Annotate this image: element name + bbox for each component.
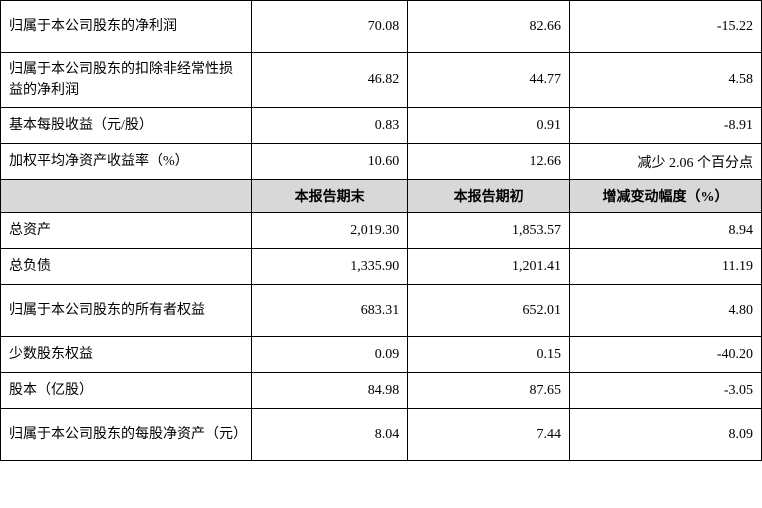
row-value-2: 652.01 xyxy=(408,285,570,337)
row-label: 总资产 xyxy=(1,213,252,249)
row-value-2: 1,201.41 xyxy=(408,249,570,285)
row-value-1: 本报告期末 xyxy=(252,180,408,213)
table-row: 总资产2,019.301,853.578.94 xyxy=(1,213,762,249)
row-value-2: 87.65 xyxy=(408,373,570,409)
row-value-3: 11.19 xyxy=(570,249,762,285)
row-value-3: -8.91 xyxy=(570,108,762,144)
table-row: 归属于本公司股东的扣除非经常性损益的净利润46.8244.774.58 xyxy=(1,53,762,108)
row-value-3: 增减变动幅度（%） xyxy=(570,180,762,213)
row-label: 归属于本公司股东的净利润 xyxy=(1,1,252,53)
row-value-1: 0.09 xyxy=(252,337,408,373)
row-value-2: 44.77 xyxy=(408,53,570,108)
row-value-1: 683.31 xyxy=(252,285,408,337)
row-label: 股本（亿股） xyxy=(1,373,252,409)
table-row: 基本每股收益（元/股）0.830.91-8.91 xyxy=(1,108,762,144)
row-label: 归属于本公司股东的扣除非经常性损益的净利润 xyxy=(1,53,252,108)
row-value-1: 46.82 xyxy=(252,53,408,108)
row-label: 加权平均净资产收益率（%） xyxy=(1,144,252,180)
row-value-3: 8.09 xyxy=(570,409,762,461)
row-value-3: 4.80 xyxy=(570,285,762,337)
row-value-1: 0.83 xyxy=(252,108,408,144)
row-value-3: -3.05 xyxy=(570,373,762,409)
row-label: 归属于本公司股东的每股净资产（元） xyxy=(1,409,252,461)
financial-table: 归属于本公司股东的净利润70.0882.66-15.22归属于本公司股东的扣除非… xyxy=(0,0,762,461)
row-value-3: -15.22 xyxy=(570,1,762,53)
row-value-3: 减少 2.06 个百分点 xyxy=(570,144,762,180)
table-row: 加权平均净资产收益率（%）10.6012.66减少 2.06 个百分点 xyxy=(1,144,762,180)
row-value-2: 82.66 xyxy=(408,1,570,53)
row-value-2: 0.15 xyxy=(408,337,570,373)
row-value-2: 12.66 xyxy=(408,144,570,180)
table-row: 少数股东权益0.090.15-40.20 xyxy=(1,337,762,373)
row-label: 总负债 xyxy=(1,249,252,285)
row-value-2: 本报告期初 xyxy=(408,180,570,213)
row-value-2: 0.91 xyxy=(408,108,570,144)
table-body: 归属于本公司股东的净利润70.0882.66-15.22归属于本公司股东的扣除非… xyxy=(1,1,762,461)
row-label: 归属于本公司股东的所有者权益 xyxy=(1,285,252,337)
table-row: 归属于本公司股东的所有者权益683.31652.014.80 xyxy=(1,285,762,337)
table-row: 归属于本公司股东的净利润70.0882.66-15.22 xyxy=(1,1,762,53)
row-value-1: 2,019.30 xyxy=(252,213,408,249)
row-value-2: 7.44 xyxy=(408,409,570,461)
row-value-1: 10.60 xyxy=(252,144,408,180)
row-value-1: 70.08 xyxy=(252,1,408,53)
row-label: 基本每股收益（元/股） xyxy=(1,108,252,144)
row-value-3: 4.58 xyxy=(570,53,762,108)
row-value-3: -40.20 xyxy=(570,337,762,373)
table-row: 归属于本公司股东的每股净资产（元）8.047.448.09 xyxy=(1,409,762,461)
table-row: 股本（亿股）84.9887.65-3.05 xyxy=(1,373,762,409)
row-value-1: 1,335.90 xyxy=(252,249,408,285)
row-value-2: 1,853.57 xyxy=(408,213,570,249)
row-value-1: 84.98 xyxy=(252,373,408,409)
table-header-row: 本报告期末本报告期初增减变动幅度（%） xyxy=(1,180,762,213)
row-value-1: 8.04 xyxy=(252,409,408,461)
table-row: 总负债1,335.901,201.4111.19 xyxy=(1,249,762,285)
row-label: 少数股东权益 xyxy=(1,337,252,373)
row-value-3: 8.94 xyxy=(570,213,762,249)
row-label xyxy=(1,180,252,213)
